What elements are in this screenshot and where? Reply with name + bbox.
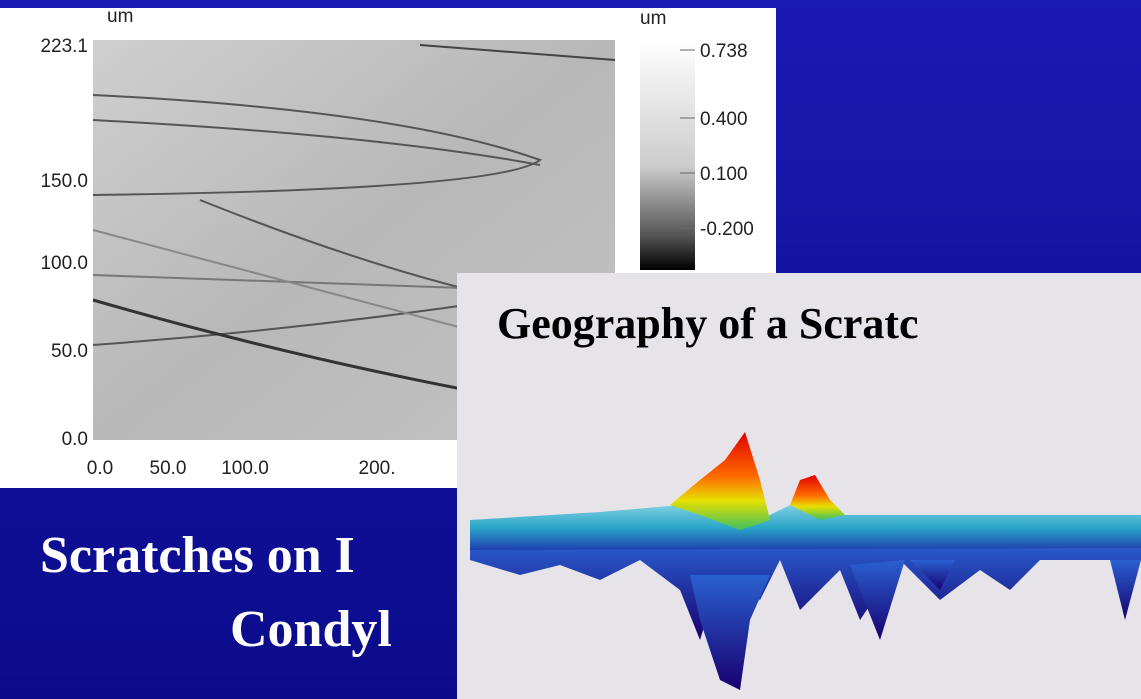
inset-title: Geography of a Scratc <box>497 299 919 348</box>
colorbar <box>640 40 695 270</box>
y-tick-label: 100.0 <box>40 253 88 274</box>
x-tick-label: 200. <box>359 458 396 479</box>
slide-canvas: um um 223.1 150.0 100.0 50.0 0.0 0.0 50.0 100.… <box>0 0 1141 699</box>
y-tick-label: 150.0 <box>40 171 88 192</box>
colorbar-tick-label: 0.400 <box>700 109 748 130</box>
y-tick-label: 223.1 <box>40 36 88 57</box>
caption-line: Condyl <box>230 601 392 658</box>
x-tick-label: 0.0 <box>87 458 113 479</box>
x-tick-label: 50.0 <box>150 458 187 479</box>
x-tick-label: 100.0 <box>221 458 269 479</box>
y-tick-label: 0.0 <box>62 429 88 450</box>
slide: um um 223.1 150.0 100.0 50.0 0.0 0.0 50.0 100.… <box>0 0 1141 699</box>
colorbar-tick-label: 0.100 <box>700 164 748 185</box>
inset-panel: Geography of a Scratc <box>457 273 1141 699</box>
y-unit: um <box>107 6 133 27</box>
colorbar-unit: um <box>640 8 666 29</box>
y-tick-label: 50.0 <box>51 341 88 362</box>
colorbar-tick-label: -0.200 <box>700 219 754 240</box>
caption-line: Scratches on I <box>40 527 355 584</box>
colorbar-tick-label: 0.738 <box>700 41 748 62</box>
